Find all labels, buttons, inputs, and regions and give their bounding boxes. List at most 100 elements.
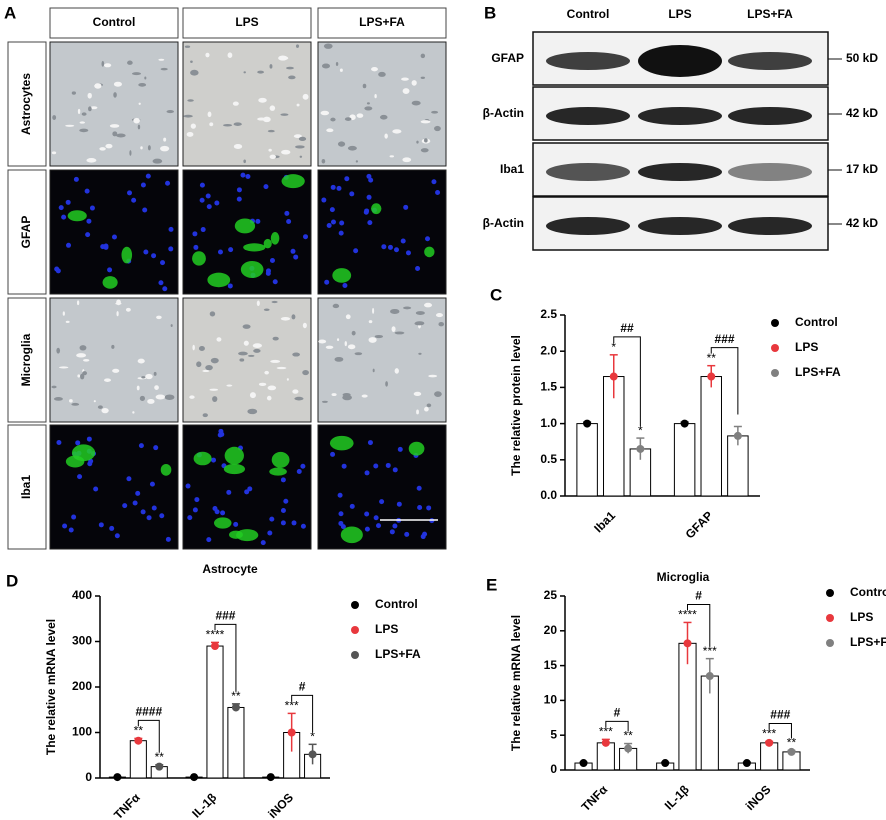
nucleus: [131, 197, 137, 203]
nucleus: [338, 230, 344, 236]
cell: [51, 151, 57, 155]
nucleus: [226, 489, 232, 495]
nucleus: [193, 244, 199, 250]
y-tick-label: 5: [550, 727, 557, 741]
cell: [332, 303, 340, 309]
cell: [190, 123, 196, 129]
cell: [330, 117, 336, 122]
cell-stain: [102, 276, 118, 289]
cell: [411, 80, 417, 86]
bar: [700, 376, 722, 497]
nucleus: [300, 523, 306, 529]
cell: [272, 336, 279, 341]
cell: [296, 103, 300, 107]
nucleus: [387, 244, 393, 250]
cell: [202, 369, 210, 372]
cell: [299, 155, 303, 158]
nucleus: [111, 234, 117, 240]
blot-band: [728, 217, 812, 235]
cell: [420, 120, 431, 124]
column-header-box: [317, 7, 447, 39]
cell: [354, 352, 363, 356]
significance: ***: [599, 725, 613, 739]
cell: [97, 405, 103, 409]
cell: [364, 106, 373, 111]
cell: [267, 385, 277, 391]
y-axis-label: The relative mRNA level: [44, 619, 58, 755]
cell: [269, 64, 273, 69]
cell: [247, 354, 255, 357]
nucleus: [233, 521, 239, 527]
micrograph: [49, 169, 179, 295]
nucleus: [199, 182, 205, 188]
cell: [152, 158, 163, 164]
nucleus: [381, 244, 387, 250]
cell: [137, 358, 145, 364]
comparison-label: #: [299, 680, 306, 694]
data-point: [113, 773, 122, 782]
cell: [209, 311, 216, 317]
cell-stain: [224, 446, 244, 465]
cell: [295, 145, 305, 149]
nucleus: [392, 467, 398, 473]
cell: [233, 122, 242, 126]
nucleus: [303, 234, 309, 240]
nucleus: [330, 184, 336, 190]
nucleus: [265, 270, 271, 276]
data-point: [190, 773, 199, 782]
comparison-bracket: [768, 722, 792, 739]
cell: [431, 110, 439, 114]
cell: [138, 83, 147, 87]
nucleus: [168, 246, 174, 252]
nucleus: [140, 182, 146, 188]
nucleus: [68, 527, 74, 533]
cell: [56, 347, 61, 354]
nucleus: [145, 173, 151, 179]
cell: [113, 81, 122, 87]
nucleus: [194, 497, 200, 503]
cell: [90, 106, 98, 110]
cell: [416, 409, 419, 415]
cell: [378, 71, 386, 77]
nucleus: [255, 218, 261, 224]
nucleus: [417, 505, 423, 511]
legend-label: Control: [795, 315, 838, 329]
cell: [344, 341, 347, 347]
cell: [131, 72, 142, 76]
nucleus: [286, 219, 292, 225]
blot-size: 50 kD: [846, 51, 878, 65]
cell: [278, 56, 289, 61]
cell: [389, 155, 395, 158]
nucleus: [404, 531, 410, 537]
nucleus: [220, 510, 226, 516]
comparison-label: ####: [135, 705, 162, 719]
cell: [205, 364, 213, 371]
nucleus: [363, 209, 369, 215]
cell-stain: [332, 268, 352, 283]
cell: [192, 344, 195, 351]
cell: [186, 131, 194, 137]
nucleus: [272, 279, 278, 285]
cell: [112, 131, 118, 137]
nucleus: [392, 523, 398, 529]
legend-label: Control: [850, 585, 886, 599]
nucleus: [373, 463, 379, 469]
cell-stain: [192, 251, 206, 266]
nucleus: [160, 260, 166, 266]
cell: [428, 374, 438, 378]
data-point: [636, 444, 645, 453]
nucleus: [122, 503, 128, 509]
cell: [414, 321, 425, 326]
cell-stain: [408, 441, 425, 456]
cell: [336, 338, 340, 342]
cell: [295, 44, 300, 48]
cell: [253, 348, 261, 353]
row-header: GFAP: [19, 216, 33, 249]
data-point: [211, 642, 219, 651]
cell: [269, 105, 276, 111]
cell: [77, 374, 81, 378]
blot-column: LPS: [668, 7, 691, 21]
nucleus: [107, 267, 113, 273]
cell: [347, 145, 357, 151]
nucleus: [326, 222, 332, 228]
